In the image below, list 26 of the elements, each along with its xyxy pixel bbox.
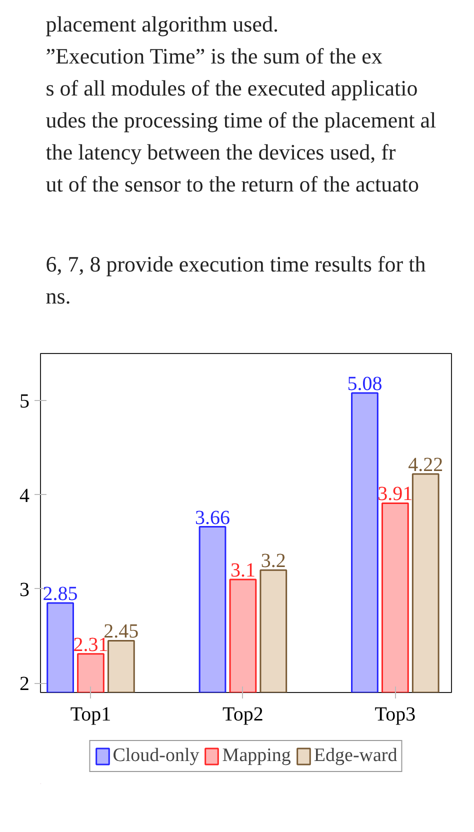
data-label: 3.1 <box>230 560 256 582</box>
x-tick-label: Top2 <box>222 704 264 726</box>
data-label: 3.2 <box>260 550 286 572</box>
legend-label: Mapping <box>222 745 291 767</box>
x-tick-label: Top1 <box>70 704 112 726</box>
text: 6, 7, 8 provide execution time results for th <box>46 252 426 276</box>
x-tick-label: Top3 <box>374 704 416 726</box>
data-label: 4.22 <box>408 454 444 476</box>
text: placement algorithm used. <box>46 12 278 36</box>
text: ut of the sensor to the return of the actuato <box>46 172 419 196</box>
data-label: 3.66 <box>195 506 230 529</box>
text: s of all modules of the executed applicatio <box>46 76 418 100</box>
y-tick-label: 2 <box>20 673 30 696</box>
legend-label: Edge-ward <box>314 745 398 767</box>
data-label: 2.45 <box>104 620 139 643</box>
text: ”Execution Time” is the sum of the ex <box>46 44 382 68</box>
data-label: 5.08 <box>347 373 382 396</box>
data-label: 2.85 <box>42 583 78 606</box>
text: ns. <box>46 284 71 308</box>
y-tick-label: 5 <box>20 390 30 413</box>
text: the latency between the devices used, fr <box>46 140 396 164</box>
y-tick-label: 3 <box>20 578 30 601</box>
y-tick-label: 4 <box>20 484 30 507</box>
data-label: 3.91 <box>378 483 413 506</box>
legend-label: Cloud-only <box>112 745 200 767</box>
text: udes the processing time of the placement al <box>46 108 436 132</box>
